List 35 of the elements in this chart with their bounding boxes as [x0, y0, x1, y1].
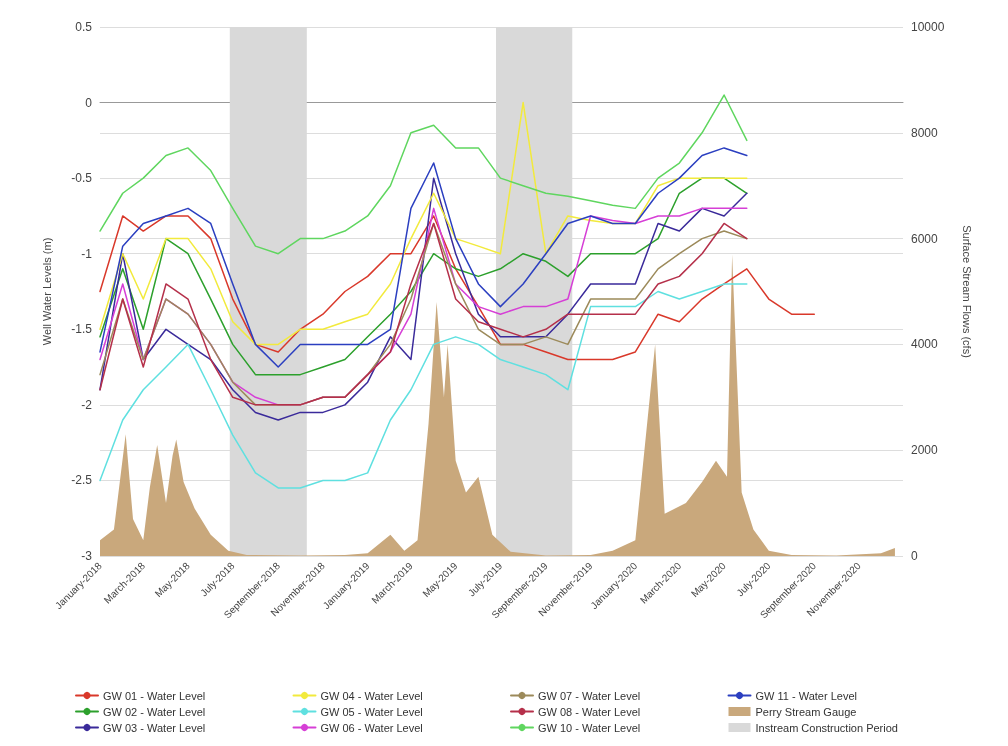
- legend-label: Perry Stream Gauge: [755, 705, 857, 718]
- y2-tick-label: 8000: [911, 125, 939, 140]
- line-series: [99, 94, 748, 255]
- line-series: [99, 215, 816, 361]
- legend-label: GW 08 - Water Level: [538, 705, 641, 718]
- y-axis-title: Well Water Levels (m): [40, 237, 53, 346]
- y2-tick-label: 0: [911, 549, 918, 563]
- y-tick-label: -1.5: [71, 322, 93, 337]
- line-series: [99, 147, 748, 368]
- legend-label: GW 02 - Water Level: [103, 705, 206, 718]
- y2-axis-title: Surface Stream Flows (cfs): [960, 225, 973, 358]
- y2-tick-label: 6000: [911, 231, 939, 246]
- legend-label: GW 03 - Water Level: [103, 721, 206, 734]
- line-series: [99, 101, 748, 346]
- y-tick-label: -3: [81, 549, 93, 563]
- line-series: [99, 177, 748, 376]
- y2-tick-label: 4000: [911, 337, 939, 352]
- y-tick-label: -2: [81, 397, 93, 412]
- legend-label: GW 06 - Water Level: [320, 721, 423, 734]
- y-tick-label: -0.5: [71, 171, 93, 186]
- legend-label: GW 07 - Water Level: [538, 689, 641, 702]
- legend-label: GW 11 - Water Level: [755, 689, 857, 702]
- y-tick-label: -1: [81, 246, 93, 261]
- line-series: [99, 177, 748, 421]
- legend-label: GW 04 - Water Level: [320, 689, 423, 702]
- y-tick-label: 0: [85, 95, 93, 110]
- y-tick-label: -2.5: [71, 473, 93, 488]
- legend-label: Instream Construction Period: [755, 721, 898, 734]
- y2-tick-label: 2000: [911, 443, 939, 458]
- legend-label: GW 10 - Water Level: [538, 721, 641, 734]
- legend-label: GW 01 - Water Level: [103, 689, 206, 702]
- line-series: [99, 283, 748, 489]
- y2-tick-label: 10000: [911, 20, 945, 34]
- legend-label: GW 05 - Water Level: [320, 705, 423, 718]
- y-tick-label: 0.5: [75, 20, 93, 34]
